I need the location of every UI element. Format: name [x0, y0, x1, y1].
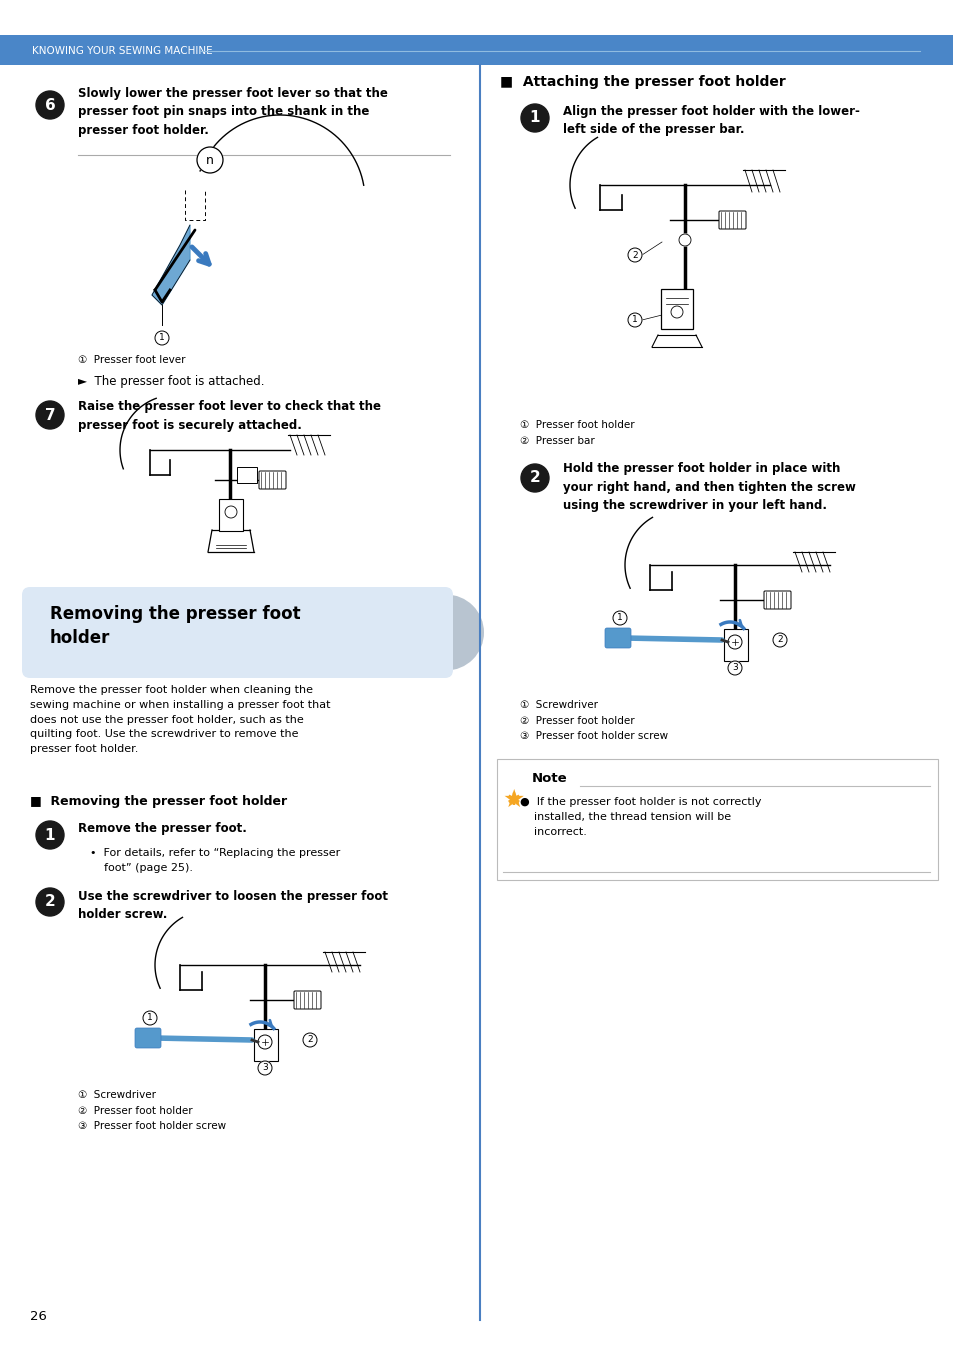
Circle shape: [36, 822, 64, 849]
Circle shape: [772, 633, 786, 648]
Text: 2: 2: [777, 635, 782, 645]
FancyBboxPatch shape: [253, 1029, 277, 1062]
Text: 3: 3: [262, 1063, 268, 1072]
Text: Raise the presser foot lever to check that the
presser foot is securely attached: Raise the presser foot lever to check th…: [78, 401, 380, 432]
Text: 6: 6: [45, 97, 55, 112]
Text: ✱: ✱: [507, 791, 520, 809]
Text: ①  Screwdriver
②  Presser foot holder
③  Presser foot holder screw: ① Screwdriver ② Presser foot holder ③ Pr…: [78, 1090, 226, 1132]
Circle shape: [36, 90, 64, 119]
FancyBboxPatch shape: [497, 759, 937, 880]
Text: 2: 2: [529, 471, 539, 486]
Text: Hold the presser foot holder in place with
your right hand, and then tighten the: Hold the presser foot holder in place wi…: [562, 461, 855, 513]
Circle shape: [36, 401, 64, 429]
FancyBboxPatch shape: [219, 499, 243, 532]
Circle shape: [613, 611, 626, 625]
Circle shape: [727, 635, 741, 649]
Text: 1: 1: [529, 111, 539, 125]
Text: Remove the presser foot.: Remove the presser foot.: [78, 822, 247, 835]
Text: Align the presser foot holder with the lower-
left side of the presser bar.: Align the presser foot holder with the l…: [562, 105, 859, 136]
Text: 1: 1: [147, 1013, 152, 1023]
Circle shape: [727, 661, 741, 674]
Text: 26: 26: [30, 1310, 47, 1323]
Text: 1: 1: [159, 333, 165, 343]
Text: Removing the presser foot
holder: Removing the presser foot holder: [50, 604, 300, 648]
Circle shape: [154, 331, 169, 345]
Circle shape: [257, 1035, 272, 1050]
Text: 3: 3: [731, 664, 737, 673]
FancyBboxPatch shape: [723, 629, 747, 661]
Text: 7: 7: [45, 407, 55, 422]
FancyBboxPatch shape: [236, 467, 256, 483]
FancyBboxPatch shape: [22, 587, 453, 679]
Text: ■  Removing the presser foot holder: ■ Removing the presser foot holder: [30, 795, 287, 808]
Text: ①  Screwdriver
②  Presser foot holder
③  Presser foot holder screw: ① Screwdriver ② Presser foot holder ③ Pr…: [519, 700, 667, 741]
Circle shape: [627, 248, 641, 262]
FancyBboxPatch shape: [258, 471, 286, 488]
Circle shape: [143, 1010, 157, 1025]
Circle shape: [627, 313, 641, 326]
Text: •  For details, refer to “Replacing the presser
    foot” (page 25).: • For details, refer to “Replacing the p…: [90, 849, 340, 873]
Circle shape: [670, 306, 682, 318]
FancyBboxPatch shape: [0, 35, 953, 65]
Text: Use the screwdriver to loosen the presser foot
holder screw.: Use the screwdriver to loosen the presse…: [78, 890, 388, 921]
Circle shape: [257, 1062, 272, 1075]
Text: n: n: [206, 154, 213, 166]
Text: KNOWING YOUR SEWING MACHINE: KNOWING YOUR SEWING MACHINE: [32, 46, 213, 57]
Text: ★: ★: [502, 788, 525, 812]
FancyBboxPatch shape: [294, 992, 320, 1009]
Polygon shape: [152, 225, 190, 305]
FancyBboxPatch shape: [604, 629, 630, 648]
Text: Slowly lower the presser foot lever so that the
presser foot pin snaps into the : Slowly lower the presser foot lever so t…: [78, 86, 388, 138]
Text: ①  Presser foot holder
②  Presser bar: ① Presser foot holder ② Presser bar: [519, 420, 634, 445]
Wedge shape: [446, 595, 483, 670]
Text: ●  If the presser foot holder is not correctly
    installed, the thread tension: ● If the presser foot holder is not corr…: [519, 797, 760, 836]
Text: 2: 2: [307, 1036, 313, 1044]
Circle shape: [196, 147, 223, 173]
Text: 2: 2: [632, 251, 638, 259]
Circle shape: [520, 464, 548, 492]
Text: 1: 1: [632, 316, 638, 325]
Text: 1: 1: [617, 614, 622, 622]
Text: ■  Attaching the presser foot holder: ■ Attaching the presser foot holder: [499, 76, 785, 89]
Circle shape: [679, 233, 690, 246]
Text: 1: 1: [45, 827, 55, 843]
FancyBboxPatch shape: [719, 210, 745, 229]
FancyBboxPatch shape: [660, 289, 692, 329]
Circle shape: [225, 506, 236, 518]
Text: Remove the presser foot holder when cleaning the
sewing machine or when installi: Remove the presser foot holder when clea…: [30, 685, 330, 754]
Text: Note: Note: [532, 772, 567, 785]
Text: 2: 2: [45, 894, 55, 909]
Text: ①  Presser foot lever: ① Presser foot lever: [78, 355, 185, 366]
Circle shape: [36, 888, 64, 916]
FancyBboxPatch shape: [763, 591, 790, 608]
Text: ►  The presser foot is attached.: ► The presser foot is attached.: [78, 375, 264, 389]
FancyBboxPatch shape: [135, 1028, 161, 1048]
Circle shape: [520, 104, 548, 132]
Circle shape: [303, 1033, 316, 1047]
